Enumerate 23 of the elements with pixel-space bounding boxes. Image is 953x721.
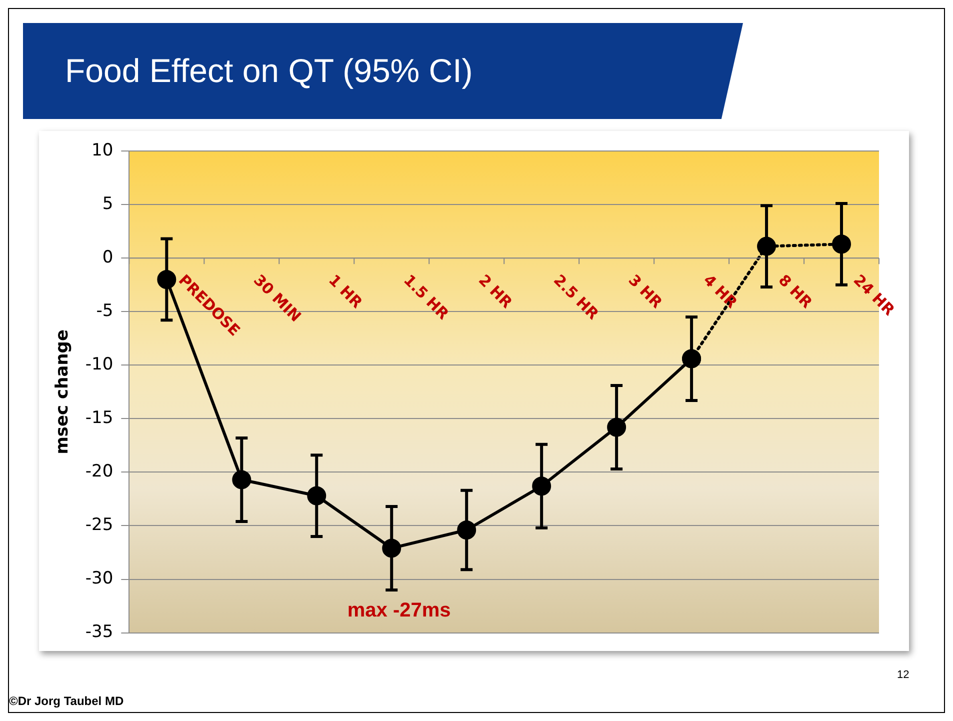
text: ©Dr Jorg Taubel MD (9, 694, 124, 708)
y-tick-label: 0 (102, 247, 114, 268)
x-tick-label: 8 HR (774, 270, 816, 312)
chart-title: Food Effect on QT (95% CI) (23, 23, 743, 119)
y-axis-title: msec change (52, 329, 73, 454)
x-tick-label: 1.5 HR (400, 270, 453, 324)
y-tick-label: -25 (85, 515, 114, 536)
y-tick-label: -20 (85, 462, 114, 482)
y-tick-label: -5 (96, 301, 114, 322)
annotation: max -27ms (347, 599, 451, 622)
text: 12 (897, 669, 910, 681)
y-tick-label: -35 (85, 622, 114, 642)
x-tick-label: 1 HR (325, 270, 366, 312)
y-tick-label: 10 (92, 140, 114, 160)
x-tick-label: 2 HR (475, 270, 516, 312)
x-tick-label: 24 HR (850, 270, 898, 320)
y-tick-label: -30 (85, 568, 114, 589)
y-tick-label: -10 (85, 354, 114, 375)
y-tick-label: 5 (102, 194, 114, 214)
y-tick-label: -15 (85, 408, 114, 428)
x-tick-label: 2.5 HR (550, 270, 603, 324)
x-tick-label: 4 HR (700, 270, 742, 312)
x-tick-label: 3 HR (624, 270, 666, 312)
